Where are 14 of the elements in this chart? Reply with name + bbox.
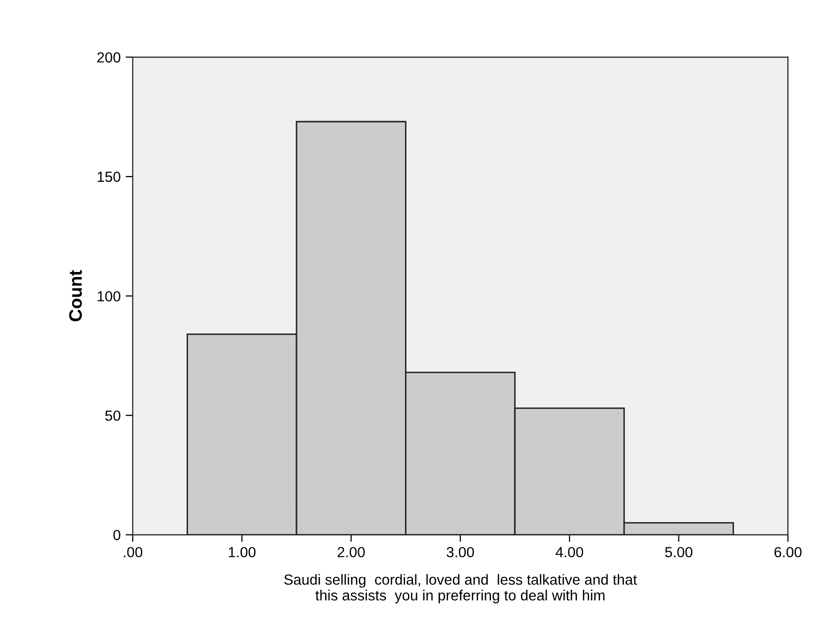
x-tick-label: 1.00	[228, 546, 256, 558]
y-axis-title: Count	[69, 270, 82, 322]
x-tick-label: 6.00	[774, 546, 802, 558]
x-tick-label: 3.00	[446, 546, 474, 558]
x-axis-title: Saudi selling cordial, loved and less talkative and that this assists you in preferring to deal with him	[284, 574, 637, 604]
x-tick-label: 5.00	[665, 546, 692, 558]
x-tick-label: 2.00	[338, 546, 365, 558]
x-tick-label: 4.00	[556, 546, 584, 558]
y-tick-label: 100	[98, 291, 120, 302]
y-tick-label: 150	[98, 172, 120, 182]
y-tick-label: 200	[97, 52, 120, 63]
y-tick-label: 50	[105, 410, 120, 421]
x-tick-label: .00	[124, 546, 142, 558]
y-tick-label: 0	[113, 530, 120, 540]
